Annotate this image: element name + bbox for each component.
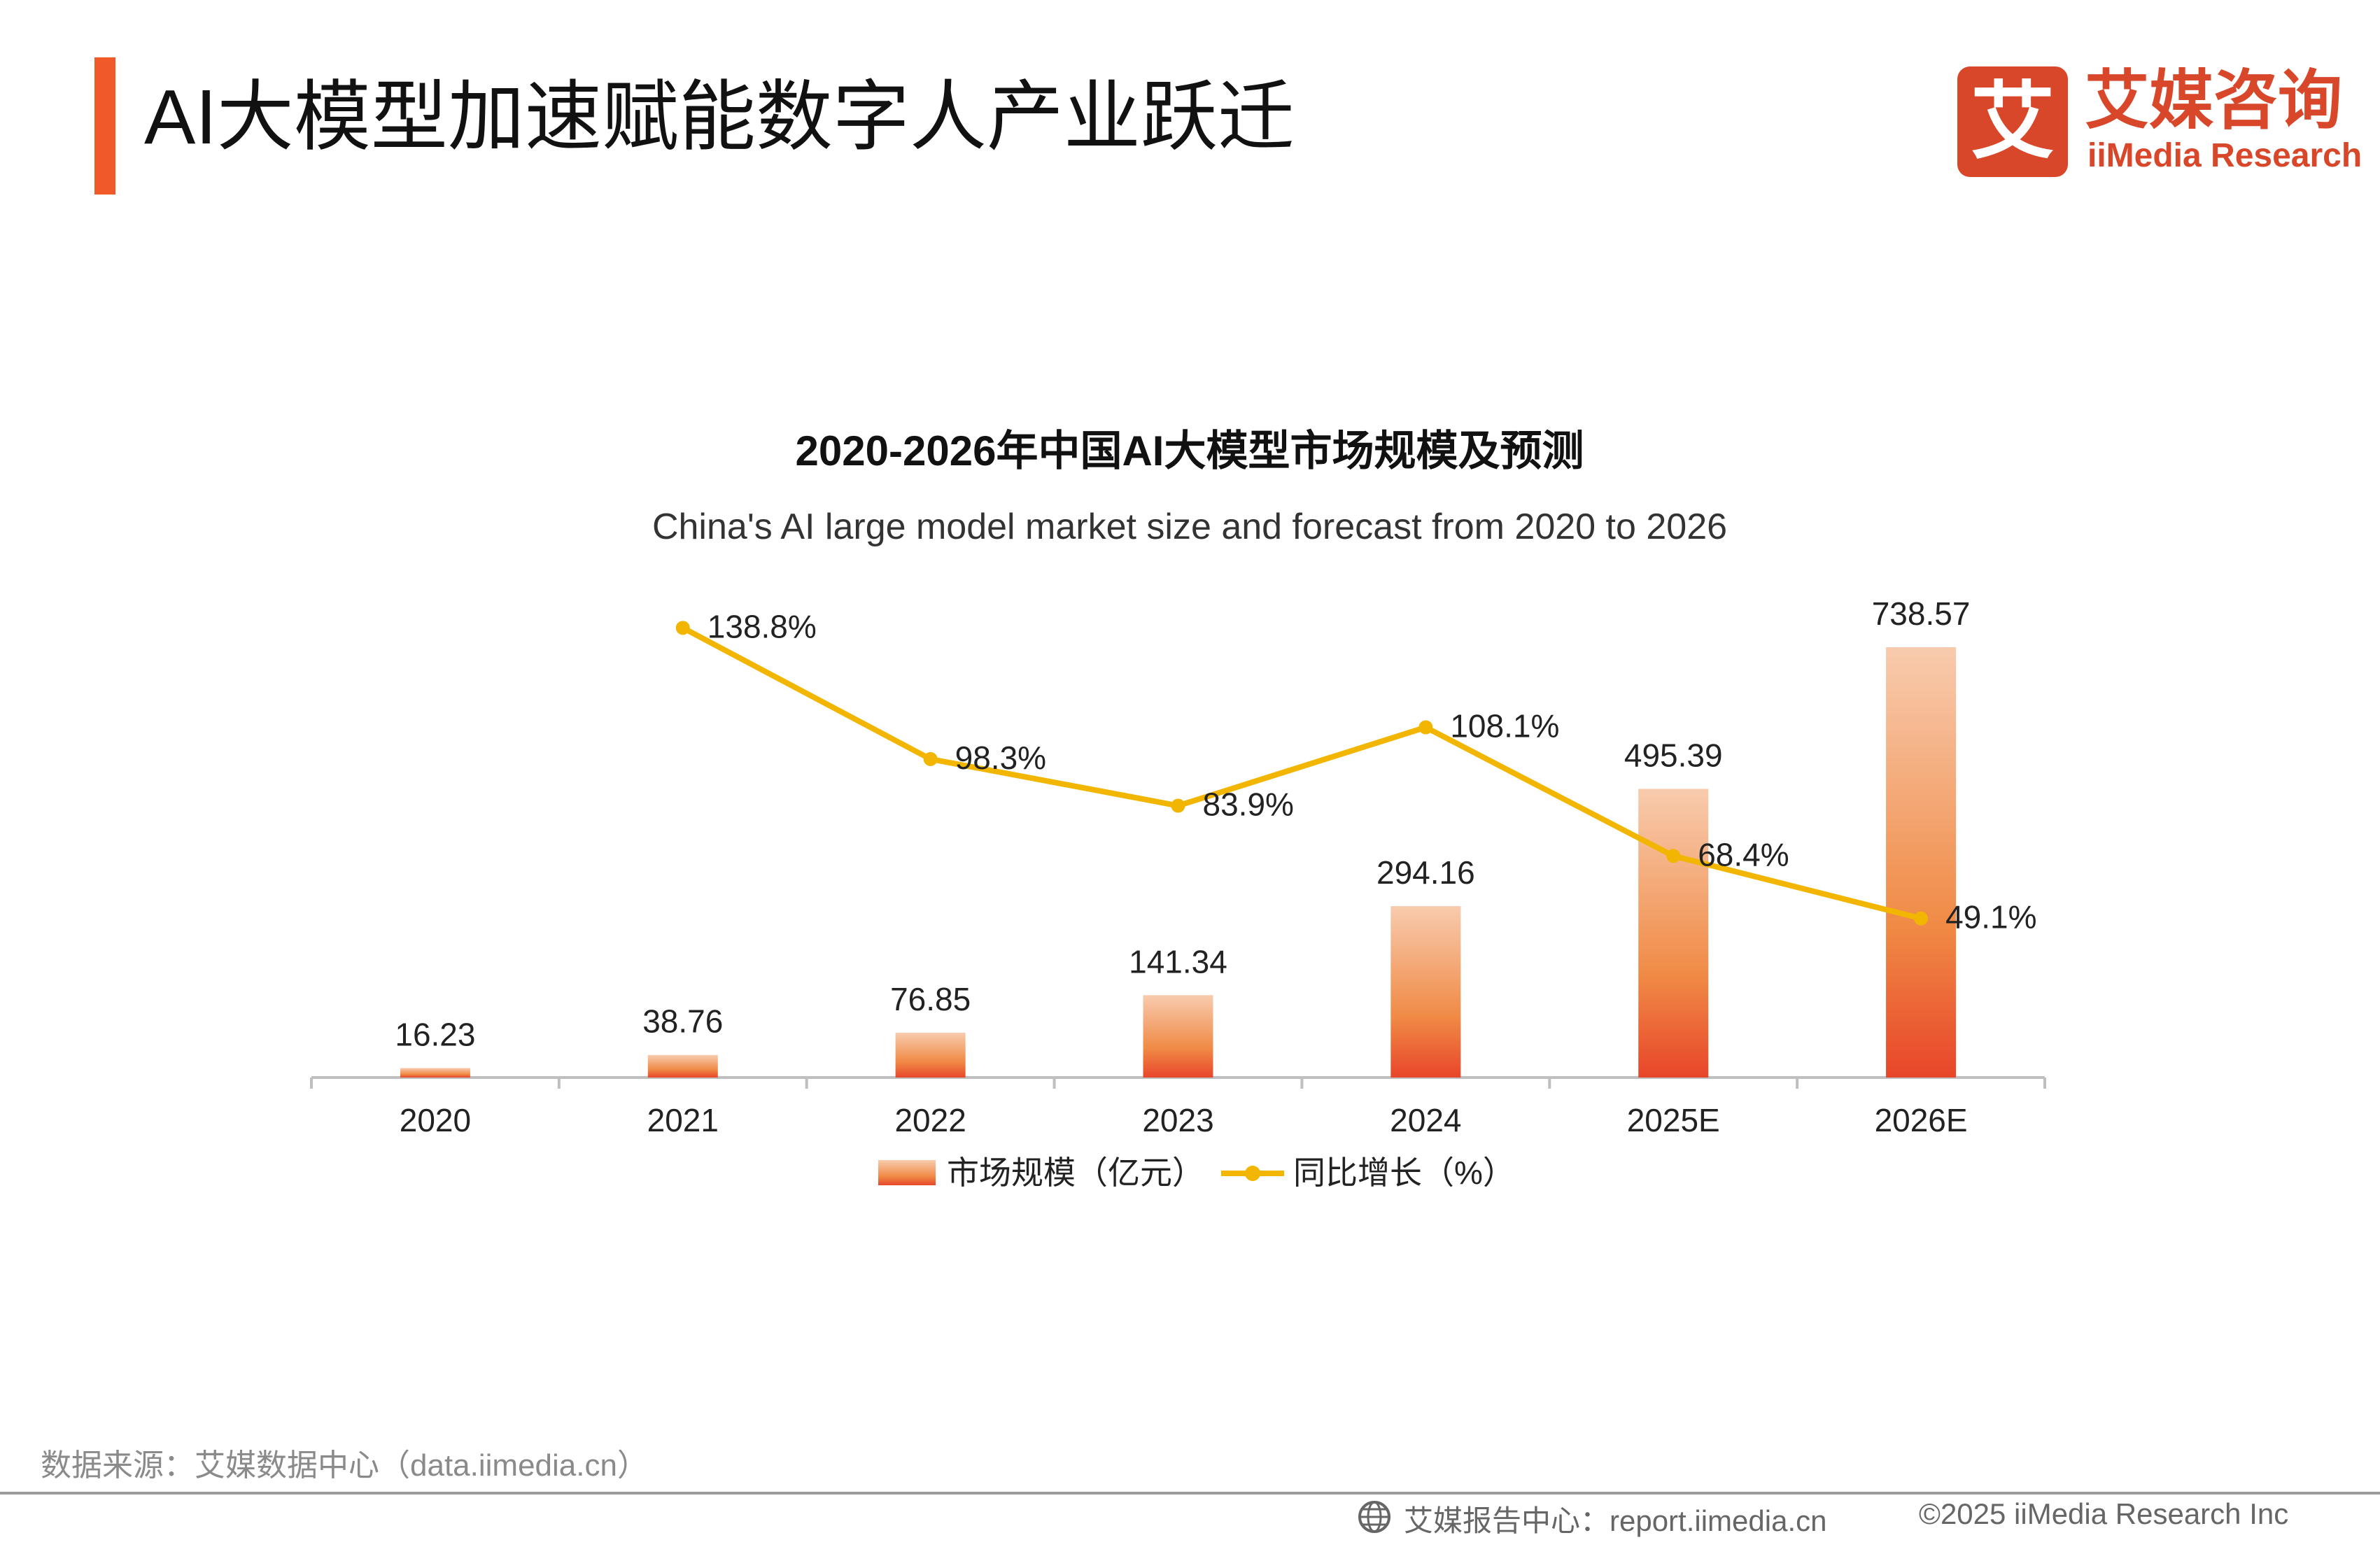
growth-line <box>681 625 1922 921</box>
market-size-chart: 2020-2026年中国AI大模型市场规模及预测 China's AI larg… <box>310 428 2046 1191</box>
x-tick-label: 2023 <box>1142 1102 1213 1138</box>
logo-mark-icon: 艾 <box>1957 66 2068 177</box>
legend-label-market-size: 市场规模（亿元） <box>947 1154 1204 1191</box>
growth-value-label: 108.1% <box>1450 707 1559 744</box>
bar-value-label: 141.34 <box>1129 943 1227 980</box>
bar-2020 <box>400 1068 470 1078</box>
growth-value-label: 83.9% <box>1203 786 1294 823</box>
data-source-note: 数据来源：艾媒数据中心（data.iimedia.cn） <box>41 1448 648 1483</box>
growth-point <box>1914 911 1929 926</box>
legend-label-growth: 同比增长（%） <box>1293 1154 1515 1191</box>
growth-point <box>675 621 690 635</box>
report-center-link[interactable]: 艾媒报告中心：report.iimedia.cn <box>1404 1504 1827 1537</box>
growth-value-label: 49.1% <box>1945 899 2036 935</box>
title-accent-bar <box>94 57 115 195</box>
bar-value-label: 495.39 <box>1624 737 1723 773</box>
growth-value-label: 68.4% <box>1698 836 1789 873</box>
bar-2024 <box>1390 906 1461 1078</box>
growth-value-label: 138.8% <box>707 608 817 644</box>
x-tick-label: 2026E <box>1875 1102 1968 1138</box>
chart-legend: 市场规模（亿元） 同比增长（%） <box>878 1154 1515 1191</box>
legend-bar-swatch <box>878 1160 936 1185</box>
bar-2025E <box>1638 789 1709 1078</box>
chart-title: 2020-2026年中国AI大模型市场规模及预测 <box>796 428 1584 474</box>
growth-point <box>1171 798 1185 813</box>
bar-value-label: 294.16 <box>1376 854 1475 891</box>
chart-subtitle: China's AI large model market size and f… <box>652 507 1727 547</box>
bar-2026E <box>1886 647 1957 1078</box>
bar-value-label: 738.57 <box>1872 595 1971 632</box>
growth-point <box>923 751 938 766</box>
bar-value-label: 76.85 <box>890 981 971 1017</box>
logo-text-cn: 艾媒咨询 <box>2085 65 2343 136</box>
growth-value-label: 98.3% <box>955 740 1046 776</box>
x-tick-label: 2024 <box>1390 1102 1461 1138</box>
bar-2022 <box>895 1033 966 1078</box>
x-tick-label: 2020 <box>400 1102 471 1138</box>
bar-value-label: 38.76 <box>642 1003 723 1040</box>
footer-divider <box>0 1492 2380 1495</box>
brand-logo: 艾 艾媒咨询 iiMedia Research <box>1957 65 2362 178</box>
bar-value-label: 16.23 <box>395 1016 475 1052</box>
plot-area: 16.23 2020 38.76 2021 76.85 2022 141.34 2023 294… <box>310 595 2046 1138</box>
bar-2023 <box>1143 995 1213 1078</box>
copyright: ©2025 iiMedia Research Inc <box>1919 1497 2289 1530</box>
bar-2021 <box>647 1054 718 1078</box>
legend-line-marker <box>1245 1166 1260 1181</box>
logo-text-en: iiMedia Research <box>2087 137 2363 174</box>
x-tick-label: 2025E <box>1627 1102 1720 1138</box>
growth-point <box>1666 849 1681 863</box>
page-title: AI大模型加速赋能数字人产业跃迁 <box>144 74 1295 160</box>
x-tick-label: 2022 <box>894 1102 966 1138</box>
growth-point <box>1418 720 1433 735</box>
globe-icon <box>1358 1501 1390 1533</box>
x-tick-label: 2021 <box>647 1102 719 1138</box>
